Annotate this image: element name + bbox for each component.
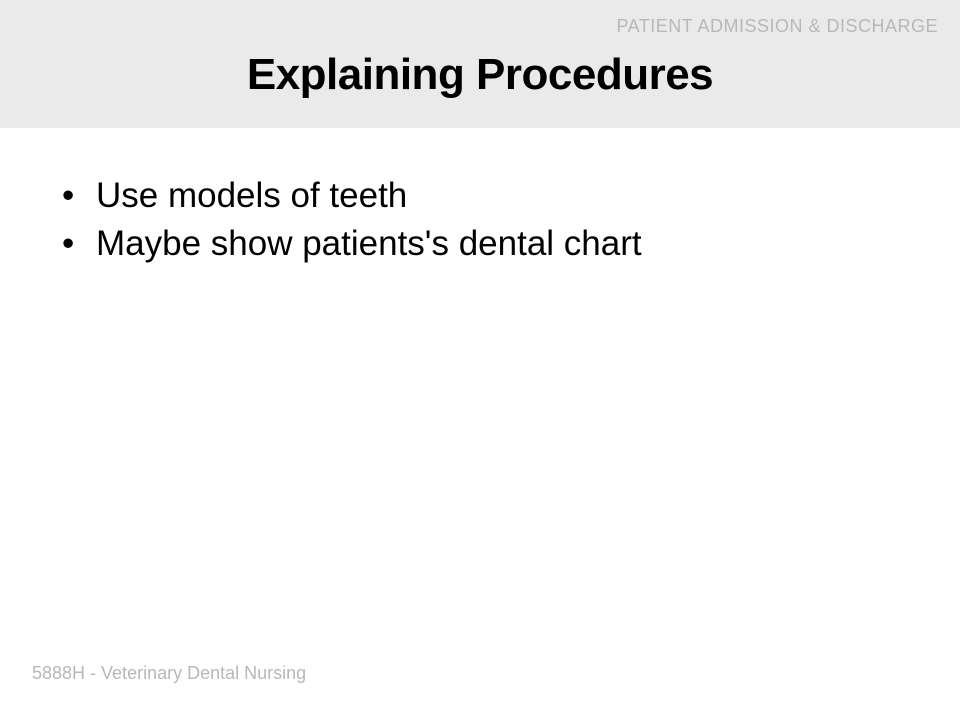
content-area: Use models of teeth Maybe show patients'…	[0, 128, 960, 269]
slide-title: Explaining Procedures	[0, 50, 960, 100]
list-item: Use models of teeth	[62, 172, 960, 220]
footer-text: 5888H - Veterinary Dental Nursing	[32, 663, 306, 684]
list-item: Maybe show patients's dental chart	[62, 220, 960, 268]
header-band: PATIENT ADMISSION & DISCHARGE Explaining…	[0, 0, 960, 128]
bullet-list: Use models of teeth Maybe show patients'…	[62, 172, 960, 269]
section-label: PATIENT ADMISSION & DISCHARGE	[616, 16, 938, 37]
